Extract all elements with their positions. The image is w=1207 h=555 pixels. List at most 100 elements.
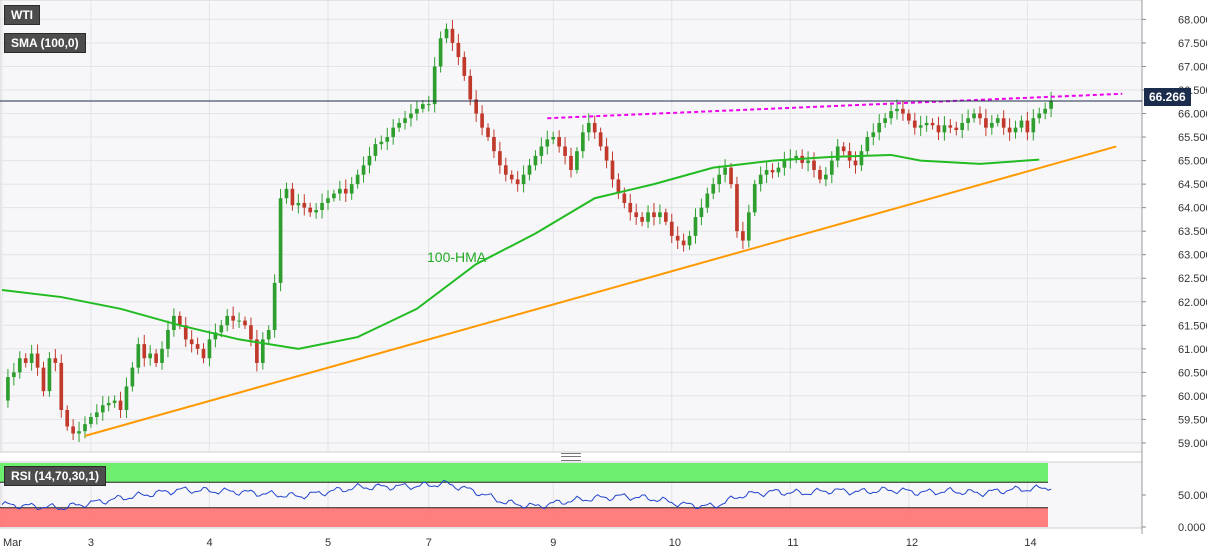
candle-down	[480, 113, 484, 128]
candle-down	[65, 410, 70, 427]
candle-down	[243, 320, 247, 326]
candle-down	[936, 125, 941, 133]
rsi-tick-label: 0.000	[1178, 522, 1206, 534]
candle-down	[308, 207, 313, 213]
candle-up	[361, 165, 366, 175]
candle-down	[841, 146, 846, 152]
y-tick-label: 61.000	[1178, 344, 1207, 356]
candle-up	[349, 184, 354, 194]
candle-down	[41, 367, 46, 392]
candle-up	[889, 111, 893, 119]
x-tick-label: 12	[906, 537, 918, 549]
candle-down	[59, 362, 64, 410]
candle-down	[663, 212, 668, 222]
candle-up	[646, 212, 650, 222]
candle-down	[569, 155, 573, 170]
candle-up	[966, 118, 970, 123]
candle-up	[83, 424, 87, 432]
candle-down	[486, 127, 490, 138]
candle-up	[693, 217, 698, 236]
y-tick-label: 64.000	[1178, 203, 1207, 215]
candle-up	[260, 339, 265, 363]
y-tick-label: 63.000	[1178, 250, 1207, 262]
candle-up	[758, 174, 763, 185]
candle-up	[924, 122, 929, 126]
candle-up	[575, 151, 579, 170]
candle-up	[367, 155, 372, 166]
candle-down	[735, 184, 739, 232]
y-tick-label: 59.000	[1178, 438, 1207, 450]
candle-up	[296, 202, 301, 206]
candle-down	[1025, 120, 1030, 133]
candle-up	[332, 193, 336, 199]
x-tick-label: 3	[88, 537, 94, 549]
candle-up	[320, 202, 324, 210]
candle-up	[237, 320, 241, 322]
candle-up	[794, 155, 799, 159]
candle-up	[776, 167, 781, 173]
candle-up	[272, 282, 277, 330]
candle-up	[130, 367, 135, 387]
candle-up	[385, 137, 390, 142]
x-tick-label: 10	[669, 537, 681, 549]
x-tick-label: 14	[1024, 537, 1036, 549]
candle-down	[177, 315, 182, 326]
indicator-tag: SMA (100,0)	[4, 33, 86, 53]
candle-up	[533, 155, 538, 166]
main-gridlines	[0, 0, 1142, 528]
candle-down	[71, 426, 75, 434]
candle-down	[195, 344, 200, 349]
candle-down	[616, 179, 621, 194]
candle-down	[249, 325, 253, 340]
x-tick-label: 11	[787, 537, 798, 549]
candle-up	[764, 170, 769, 175]
hma-line	[1, 153, 1040, 350]
candle-up	[100, 405, 105, 413]
candle-up	[278, 198, 283, 283]
x-tick-label: 5	[325, 537, 331, 549]
candle-down	[456, 42, 461, 58]
pane-resize-handle[interactable]	[561, 453, 581, 461]
candle-up	[1013, 127, 1018, 133]
candle-up	[225, 315, 230, 326]
y-tick-label: 60.500	[1178, 367, 1207, 379]
candle-down	[954, 127, 959, 130]
y-tick-label: 63.500	[1178, 226, 1207, 238]
candle-down	[154, 353, 158, 363]
y-tick-label: 60.000	[1178, 391, 1207, 403]
candle-up	[397, 122, 401, 128]
candle-up	[824, 174, 828, 180]
candle-up	[266, 330, 271, 340]
candle-down	[984, 118, 988, 128]
candle-up	[551, 137, 556, 140]
candle-up	[871, 132, 876, 138]
candle-up	[1019, 120, 1024, 128]
candle-up	[527, 165, 532, 175]
candle-up	[409, 113, 413, 119]
y-tick-label: 62.000	[1178, 297, 1207, 309]
candle-down	[598, 132, 603, 147]
candle-up	[17, 358, 22, 373]
current-price-flag: 66.266	[1144, 88, 1191, 106]
candle-up	[711, 184, 716, 194]
candle-down	[474, 99, 479, 114]
candle-down	[634, 212, 639, 218]
candle-down	[492, 137, 496, 152]
rsi-overbought-zone	[0, 463, 1048, 483]
candle-up	[972, 113, 976, 119]
y-tick-label: 64.500	[1178, 179, 1207, 191]
candle-up	[1043, 108, 1048, 114]
candle-up	[373, 144, 378, 156]
candle-down	[622, 193, 627, 203]
candle-up	[391, 127, 396, 138]
candle-down	[912, 120, 917, 128]
candle-up	[166, 330, 170, 349]
candle-up	[314, 210, 318, 213]
candle-down	[255, 339, 259, 363]
candle-up	[124, 386, 129, 410]
candle-up	[432, 66, 437, 105]
candle-up	[586, 122, 591, 133]
candle-up	[723, 167, 727, 175]
candle-up	[835, 146, 840, 161]
